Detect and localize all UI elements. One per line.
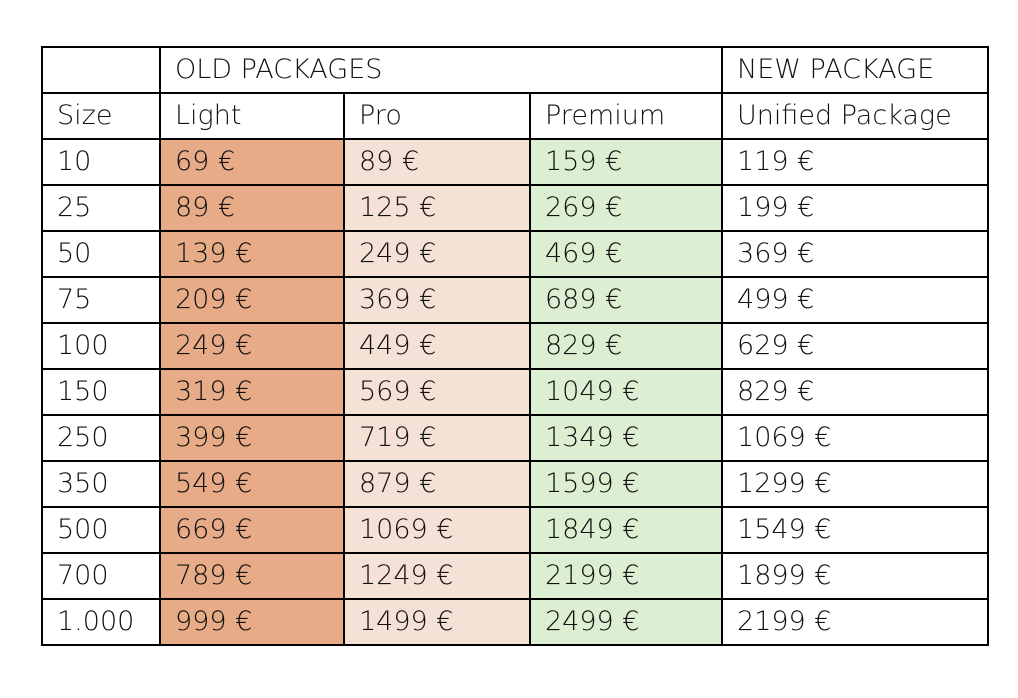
pro-cell: 89 € (343, 138, 531, 186)
price-comparison-table: OLD PACKAGES NEW PACKAGE Size Light Pro … (41, 46, 990, 646)
pro-cell: 719 € (343, 414, 531, 462)
table-row: 25 89 €125 €269 €199 € (41, 184, 990, 232)
unified-cell: 1899 € (721, 552, 990, 600)
premium-cell: 2499 € (528, 598, 724, 646)
size-cell: 100 (41, 322, 161, 370)
premium-cell: 159 € (528, 138, 724, 186)
light-cell: 549 € (159, 460, 345, 508)
unified-cell: 369 € (721, 230, 990, 278)
size-cell: 10 (41, 138, 161, 186)
premium-cell: 689 € (528, 276, 724, 324)
pro-cell: 249 € (343, 230, 531, 278)
light-cell: 319 € (159, 368, 345, 416)
table-row: 700 789 €1249 €2199 €1899 € (41, 552, 990, 600)
size-cell: 50 (41, 230, 161, 278)
light-cell: 999 € (159, 598, 345, 646)
table-row: 500 669 €1069 €1849 €1549 € (41, 506, 990, 554)
pro-cell: 1499 € (343, 598, 531, 646)
size-column-header: Size (41, 92, 161, 140)
size-cell: 1.000 (41, 598, 161, 646)
unified-cell: 119 € (721, 138, 990, 186)
unified-cell: 199 € (721, 184, 990, 232)
table-row: 100 249 €449 €829 €629 € (41, 322, 990, 370)
old-packages-header: OLD PACKAGES (158, 46, 724, 94)
table-row: 75 209 €369 €689 €499 € (41, 276, 990, 324)
premium-column-header: Premium (528, 92, 724, 140)
unified-column-header: Unified Package (721, 92, 990, 140)
light-cell: 69 € (159, 138, 345, 186)
premium-cell: 269 € (528, 184, 724, 232)
light-cell: 669 € (159, 506, 345, 554)
premium-cell: 2199 € (528, 552, 724, 600)
premium-cell: 829 € (528, 322, 724, 370)
light-column-header: Light (159, 92, 345, 140)
size-cell: 25 (41, 184, 161, 232)
table-body: OLD PACKAGES NEW PACKAGE Size Light Pro … (41, 46, 990, 646)
unified-cell: 1299 € (721, 460, 990, 508)
table-row: 10 69 €89 €159 €119 € (41, 138, 990, 186)
pro-cell: 1249 € (343, 552, 531, 600)
light-cell: 249 € (159, 322, 345, 370)
table-row: 50 139 €249 €469 €369 € (41, 230, 990, 278)
group-header-row: OLD PACKAGES NEW PACKAGE (41, 46, 990, 94)
light-cell: 789 € (159, 552, 345, 600)
size-cell: 500 (41, 506, 161, 554)
premium-cell: 1349 € (528, 414, 724, 462)
unified-cell: 1069 € (721, 414, 990, 462)
size-cell: 250 (41, 414, 161, 462)
table-row: 350 549 €879 €1599 €1299 € (41, 460, 990, 508)
column-header-row: Size Light Pro Premium Unified Package (41, 92, 990, 140)
pro-cell: 369 € (343, 276, 531, 324)
size-cell: 75 (41, 276, 161, 324)
table-row: 1.000 999 €1499 €2499 €2199 € (41, 598, 990, 646)
light-cell: 399 € (159, 414, 345, 462)
unified-cell: 499 € (721, 276, 990, 324)
premium-cell: 469 € (528, 230, 724, 278)
pro-cell: 449 € (343, 322, 531, 370)
size-cell: 350 (41, 460, 161, 508)
size-cell: 150 (41, 368, 161, 416)
light-cell: 139 € (159, 230, 345, 278)
pro-cell: 125 € (343, 184, 531, 232)
unified-cell: 2199 € (721, 598, 990, 646)
pro-column-header: Pro (343, 92, 531, 140)
corner-cell (41, 46, 161, 94)
pro-cell: 569 € (343, 368, 531, 416)
light-cell: 209 € (159, 276, 345, 324)
premium-cell: 1599 € (528, 460, 724, 508)
unified-cell: 629 € (721, 322, 990, 370)
table-row: 250 399 €719 €1349 €1069 € (41, 414, 990, 462)
unified-cell: 829 € (721, 368, 990, 416)
light-cell: 89 € (159, 184, 345, 232)
premium-cell: 1049 € (528, 368, 724, 416)
premium-cell: 1849 € (528, 506, 724, 554)
new-package-header: NEW PACKAGE (721, 46, 990, 94)
pro-cell: 879 € (343, 460, 531, 508)
table-row: 150 319 €569 €1049 €829 € (41, 368, 990, 416)
size-cell: 700 (41, 552, 161, 600)
unified-cell: 1549 € (721, 506, 990, 554)
pro-cell: 1069 € (343, 506, 531, 554)
